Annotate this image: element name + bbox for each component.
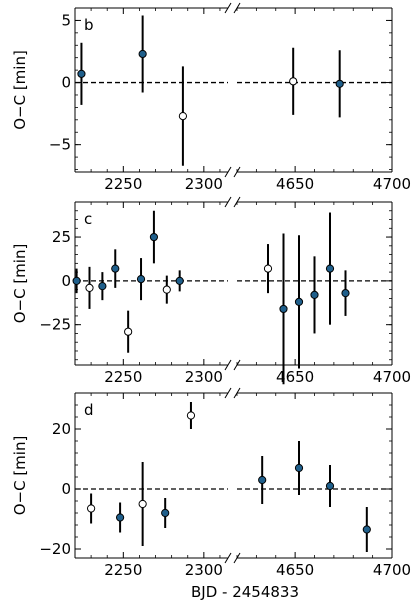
x-tick-label: 2300	[185, 175, 223, 193]
data-point-filled	[149, 232, 159, 242]
data-point-filled	[310, 290, 319, 299]
data-point-filled	[279, 304, 288, 314]
data-point-open	[124, 327, 133, 336]
x-tick-label: 4650	[276, 368, 314, 386]
panel-c: −25 0 25 2250 2300 4650 4700 c O−C [min]	[11, 196, 411, 386]
y-tick-label: 5	[61, 11, 71, 29]
data-point-open	[85, 283, 94, 292]
data-point-open	[162, 285, 171, 294]
data-point-filled	[325, 264, 335, 273]
x-tick-label: 4700	[373, 175, 411, 193]
panel-b: −5 0 5 2250 2300 4650 4700 b O−C [min]	[11, 2, 411, 193]
axis-break-top-1	[224, 196, 232, 208]
x-tick-label: 2250	[104, 561, 142, 579]
panel-d: −20 0 20 2250 2300 4650 4700 d O−C [min]	[11, 387, 411, 579]
data-point-filled	[175, 276, 184, 285]
x-tick-label: 2250	[104, 175, 142, 193]
panel-label: b	[84, 16, 94, 34]
axis-break-bottom-1	[224, 552, 232, 564]
x-tick-label: 4700	[373, 561, 411, 579]
y-tick-label: 0	[61, 74, 71, 92]
y-tick-label: 20	[52, 420, 71, 438]
data-point-filled	[335, 79, 344, 88]
data-point-filled	[72, 276, 81, 285]
data-point-filled	[341, 289, 350, 298]
data-point-filled	[362, 525, 371, 534]
x-tick-label: 2300	[185, 368, 223, 386]
axis-break-top-1	[224, 387, 232, 399]
x-tick-label: 2300	[185, 561, 223, 579]
panel-label: c	[84, 210, 92, 228]
x-tick-label: 2250	[104, 368, 142, 386]
y-tick-label: 25	[52, 228, 71, 246]
data-point-filled	[136, 275, 146, 284]
y-tick-label: −5	[49, 136, 71, 154]
data-point-open	[138, 499, 147, 509]
data-point-filled	[111, 264, 120, 273]
x-tick-label: 4650	[276, 175, 314, 193]
data-point-filled	[77, 69, 86, 78]
data-point-filled	[98, 282, 107, 291]
y-tick-label: −25	[39, 316, 71, 334]
data-point-open	[263, 264, 273, 273]
axis-break-bottom-1	[224, 166, 232, 178]
data-point-filled	[325, 481, 335, 491]
y-tick-label: 0	[61, 480, 71, 498]
y-axis-label: O−C [min]	[11, 244, 29, 324]
data-point-open	[186, 411, 196, 420]
data-point-open	[289, 77, 298, 86]
data-point-filled	[115, 513, 125, 522]
data-point-filled	[258, 475, 267, 485]
data-point-filled	[161, 508, 170, 518]
axis-break-bottom-1	[224, 359, 232, 371]
axis-break-top-1	[224, 2, 232, 14]
y-axis-label: O−C [min]	[11, 50, 29, 130]
x-axis-label: BJD - 2454833	[191, 583, 299, 601]
data-point-filled	[294, 297, 304, 307]
y-tick-label: −20	[39, 540, 71, 558]
x-tick-label: 4650	[276, 561, 314, 579]
x-tick-label: 4700	[373, 368, 411, 386]
data-point-filled	[294, 463, 304, 473]
panel-label: d	[84, 401, 94, 419]
y-axis-label: O−C [min]	[11, 436, 29, 516]
data-point-open	[178, 111, 188, 121]
data-point-open	[87, 504, 96, 513]
data-point-filled	[138, 49, 147, 59]
y-tick-label: 0	[61, 272, 71, 290]
